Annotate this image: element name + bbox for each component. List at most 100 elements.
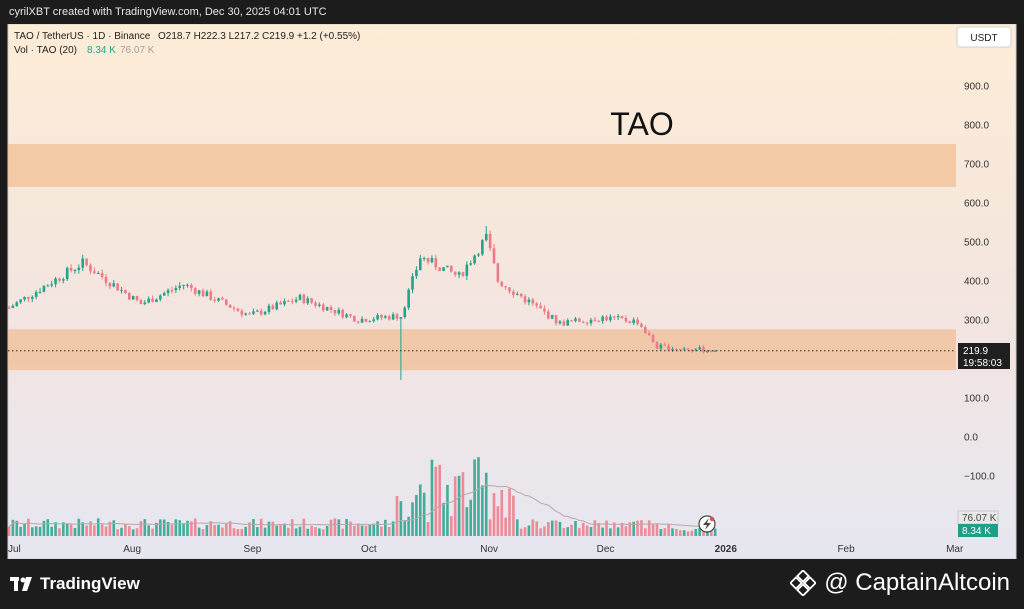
volume-bar [535, 521, 538, 536]
lightning-icon[interactable] [698, 515, 716, 533]
volume-bar [139, 521, 143, 536]
candle-body [244, 313, 247, 315]
candle-body [647, 332, 651, 335]
candle-body [58, 278, 61, 281]
volume-bar [655, 524, 659, 536]
volume-bar [256, 527, 259, 536]
y-tick-label: 800.0 [964, 121, 989, 132]
volume-bar [562, 527, 566, 536]
x-tick-label: Feb [837, 544, 855, 555]
candle-body [116, 283, 119, 291]
tradingview-logo[interactable]: TradingView [10, 574, 140, 594]
candle-body [496, 263, 500, 282]
volume-bar [515, 519, 519, 536]
volume-bar [96, 518, 100, 536]
candle-body [221, 298, 224, 300]
y-tick-label: 0.0 [964, 433, 978, 444]
volume-bar [306, 528, 310, 536]
candle-body [644, 327, 647, 333]
candle-body [341, 309, 344, 318]
candle-body [547, 311, 550, 319]
candle-body [434, 257, 438, 268]
volume-bar [27, 518, 30, 536]
volume-bar [213, 525, 216, 536]
volume-bar [151, 528, 154, 536]
candle-body [306, 298, 310, 304]
candle-body [345, 314, 348, 318]
volume-bar [713, 528, 717, 536]
candle-body [620, 315, 624, 318]
binance-icon [790, 570, 817, 596]
volume-bar [407, 516, 410, 536]
candle-body [624, 317, 628, 322]
volume-bar [372, 523, 376, 536]
volume-bar [539, 528, 542, 536]
volume-bar [364, 525, 368, 536]
volume-bar [473, 459, 476, 536]
volume-bar [550, 520, 554, 536]
tradingview-logo-text: TradingView [40, 574, 140, 593]
volume-bar [593, 520, 597, 536]
volume-bar [93, 525, 96, 536]
volume-bar [224, 523, 228, 536]
volume-bar [248, 522, 251, 536]
candle-body [589, 319, 593, 324]
volume-bar [135, 528, 139, 536]
candle-body [671, 348, 674, 351]
currency-button[interactable]: USDT [956, 26, 1012, 48]
volume-bar [127, 526, 131, 536]
price-chart[interactable]: 900.0 800.0 700.0 600.0 500.0 400.0 300.0 100.0… [0, 23, 1024, 560]
volume-bar [578, 528, 581, 536]
volume-bar [209, 521, 213, 536]
y-tick-label: 500.0 [964, 238, 989, 249]
candle-body [30, 296, 34, 299]
volume-bar [368, 524, 372, 536]
candle-body [81, 258, 85, 268]
candle-body [709, 350, 713, 352]
candle-body [678, 349, 682, 351]
volume-bar [387, 526, 391, 536]
volume-bar [585, 525, 589, 536]
candle-body [69, 267, 73, 271]
volume-bar [496, 506, 500, 536]
volume-bar [73, 527, 77, 536]
candle-body [430, 257, 434, 263]
candle-body [519, 293, 523, 297]
candle-body [337, 309, 341, 314]
candle-body [384, 316, 387, 318]
candle-body [550, 315, 554, 319]
volume-bar [442, 502, 445, 536]
candle-body [104, 277, 108, 283]
volume-bar [81, 522, 85, 536]
candle-body [170, 290, 174, 292]
volume-bar [504, 517, 507, 536]
candle-body [415, 269, 418, 277]
volume-bar [694, 528, 698, 536]
volume-bar [259, 518, 263, 536]
chart-area[interactable]: 900.0 800.0 700.0 600.0 500.0 400.0 300.0 100.0… [0, 23, 1024, 560]
candle-body [682, 348, 686, 350]
volume-bar [426, 522, 430, 536]
candle-body [508, 287, 511, 292]
volume-bar [481, 485, 484, 536]
volume-bar [682, 530, 686, 536]
volume-bar [321, 529, 325, 536]
volume-bar [23, 524, 26, 536]
volume-bar [547, 522, 550, 536]
price-label-countdown: 19:58:03 [963, 358, 1002, 369]
y-tick-label: 400.0 [964, 277, 989, 288]
candle-body [380, 314, 383, 318]
volume-bar [341, 528, 344, 536]
candle-body [252, 311, 255, 314]
candle-body [240, 310, 244, 315]
candle-body [372, 319, 376, 322]
y-tick-label: 300.0 [964, 316, 989, 327]
volume-bar [601, 527, 604, 536]
candle-body [500, 281, 504, 287]
y-tick-label: 700.0 [964, 160, 989, 171]
candle-body [686, 348, 690, 350]
candle-body [473, 255, 476, 264]
volume-bar [38, 526, 42, 536]
volume-bar [391, 521, 395, 536]
volume-bar [7, 526, 11, 536]
